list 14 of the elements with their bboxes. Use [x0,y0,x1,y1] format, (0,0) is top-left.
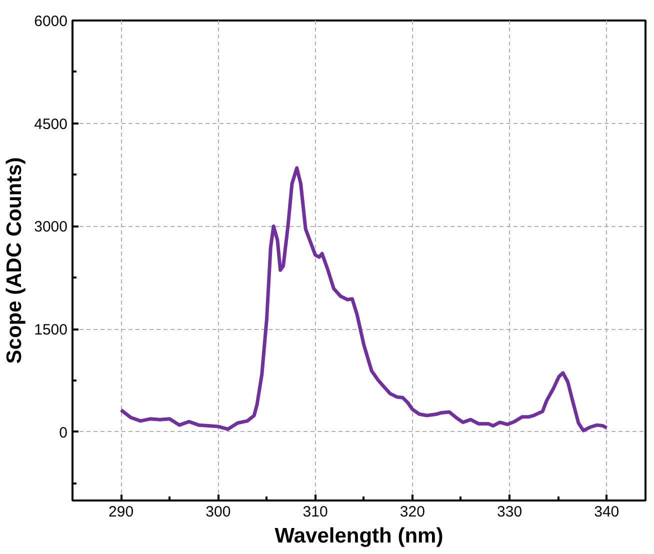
y-tick-label: 6000 [34,13,68,30]
x-axis-title: Wavelength (nm) [274,524,444,548]
line-series [119,166,608,432]
x-tick-label: 320 [400,504,425,520]
x-tick-label: 310 [302,504,328,520]
y-tick-label: 4500 [34,116,68,133]
y-axis-title: Scope (ADC Counts) [3,157,26,364]
y-tick-label: 1500 [34,322,68,339]
x-tick-label: 290 [108,504,134,520]
x-tick-label: 340 [594,504,620,520]
x-tick-label: 330 [497,504,522,520]
y-tick-label: 0 [59,424,68,442]
y-tick-label: 3000 [34,218,68,236]
x-tick-label: 300 [206,504,231,520]
